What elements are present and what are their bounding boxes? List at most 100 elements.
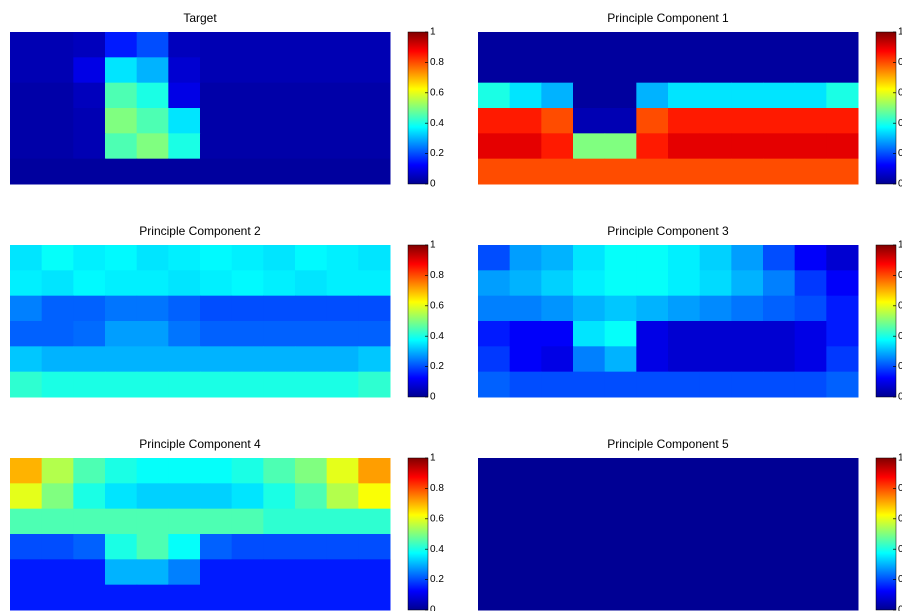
heatmap-cell <box>541 245 574 271</box>
heatmap-cell <box>231 584 264 611</box>
heatmap-cell <box>136 508 169 535</box>
heatmap-cell <box>10 534 43 560</box>
heatmap-cell <box>478 82 511 109</box>
heatmap-cell <box>509 270 542 297</box>
heatmap-cell <box>168 245 201 271</box>
heatmap-cell <box>794 346 827 373</box>
heatmap-cell <box>358 483 391 510</box>
heatmap-cell <box>358 270 391 297</box>
heatmap-cell <box>763 508 796 535</box>
heatmap-cell <box>478 108 511 134</box>
heatmap-cell <box>604 559 637 586</box>
heatmap-cell <box>541 534 574 560</box>
colorbar <box>407 457 429 611</box>
heatmap-cell <box>794 133 827 160</box>
heatmap-cell <box>200 270 233 297</box>
heatmap-cell <box>731 584 764 611</box>
heatmap-cell <box>763 458 796 484</box>
heatmap-cell <box>573 346 606 373</box>
heatmap-cell <box>668 158 701 185</box>
heatmap-cell <box>794 158 827 185</box>
heatmap-cell <box>826 245 859 271</box>
heatmap-cell <box>573 133 606 160</box>
heatmap-cell <box>41 32 74 58</box>
colorbar-tick-label: 0 <box>898 392 902 403</box>
heatmap-cell <box>41 245 74 271</box>
heatmap-cell <box>509 245 542 271</box>
heatmap-cell <box>263 458 296 484</box>
heatmap-cell <box>136 108 169 134</box>
heatmap-cell <box>668 82 701 109</box>
colorbar <box>875 244 897 398</box>
heatmap-cell <box>136 295 169 322</box>
heatmap-cell <box>136 133 169 160</box>
heatmap-cell <box>731 245 764 271</box>
heatmap-cell <box>168 483 201 510</box>
heatmap-cell <box>699 295 732 322</box>
heatmap-cell <box>636 483 669 510</box>
heatmap-cell <box>168 534 201 560</box>
heatmap-cell <box>794 458 827 484</box>
heatmap-cell <box>699 483 732 510</box>
heatmap-cell <box>105 508 138 535</box>
heatmap-cell <box>295 158 328 185</box>
heatmap-cell <box>826 295 859 322</box>
heatmap-cell <box>10 559 43 586</box>
heatmap-cell <box>541 158 574 185</box>
heatmap-cell <box>326 270 359 297</box>
colorbar-tick-label: 0.4 <box>898 331 902 342</box>
heatmap-cell <box>231 158 264 185</box>
heatmap-cell <box>541 133 574 160</box>
panel-title: Principle Component 2 <box>139 224 261 238</box>
heatmap-cell <box>73 371 106 398</box>
heatmap-cell <box>699 508 732 535</box>
heatmap-cell <box>136 158 169 185</box>
heatmap-cell <box>636 32 669 58</box>
heatmap-cell <box>636 371 669 398</box>
heatmap-cell <box>136 57 169 84</box>
heatmap-cell <box>478 133 511 160</box>
heatmap-cell <box>358 133 391 160</box>
heatmap-cell <box>604 508 637 535</box>
heatmap-cell <box>10 32 43 58</box>
heatmap-cell <box>326 508 359 535</box>
colorbar-tick-label: 0.8 <box>898 483 902 494</box>
heatmap-cell <box>168 559 201 586</box>
heatmap-cell <box>794 584 827 611</box>
heatmap-cell <box>10 245 43 271</box>
colorbar-tick-label: 1 <box>898 453 902 464</box>
panel-title: Principle Component 1 <box>607 11 729 25</box>
heatmap-cell <box>541 559 574 586</box>
heatmap-cell <box>231 270 264 297</box>
heatmap-cell <box>509 133 542 160</box>
heatmap-cell <box>699 158 732 185</box>
heatmap-cell <box>73 133 106 160</box>
heatmap-cell <box>168 32 201 58</box>
heatmap-cell <box>826 270 859 297</box>
heatmap-cell <box>509 295 542 322</box>
heatmap-cell <box>573 108 606 134</box>
heatmap-cell <box>699 82 732 109</box>
heatmap-cell <box>699 321 732 347</box>
heatmap-cell <box>731 295 764 322</box>
heatmap-cell <box>731 82 764 109</box>
heatmap-cell <box>794 32 827 58</box>
heatmap-cell <box>573 321 606 347</box>
heatmap-cell <box>263 321 296 347</box>
heatmap-cell <box>136 346 169 373</box>
heatmap-cell <box>731 371 764 398</box>
heatmap-cell <box>636 584 669 611</box>
heatmap-cell <box>604 346 637 373</box>
heatmap-cell <box>200 534 233 560</box>
heatmap-cell <box>794 321 827 347</box>
heatmap-cell <box>295 371 328 398</box>
heatmap-cell <box>358 584 391 611</box>
heatmap-cell <box>73 508 106 535</box>
colorbar-tick-label: 0.8 <box>430 270 444 281</box>
heatmap-cell <box>763 321 796 347</box>
heatmap-cell <box>699 270 732 297</box>
heatmap-cell <box>826 158 859 185</box>
heatmap-cell <box>10 270 43 297</box>
colorbar-tick-label: 0 <box>430 392 436 403</box>
heatmap-cell <box>231 534 264 560</box>
